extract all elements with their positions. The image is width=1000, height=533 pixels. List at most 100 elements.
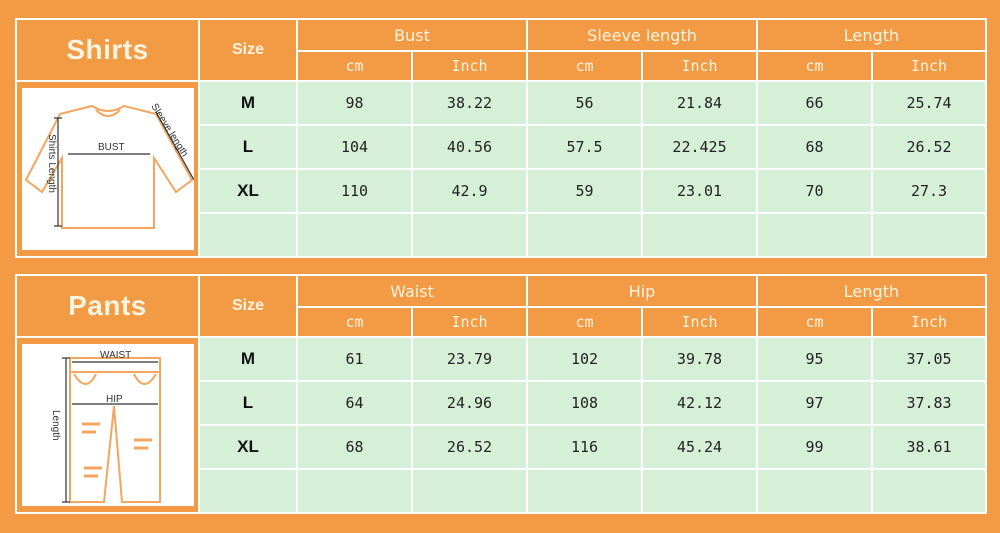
unit-header: Inch — [641, 50, 759, 82]
size-cell: XL — [198, 424, 298, 470]
data-cell — [526, 468, 643, 514]
shirts-group-length: Length — [756, 18, 988, 52]
data-cell: 26.52 — [871, 124, 988, 170]
table-row: XL 110 42.9 59 23.01 70 27.3 — [16, 168, 988, 214]
unit-header: Inch — [871, 50, 988, 82]
data-cell — [411, 468, 528, 514]
pants-diagram-cell: WAIST HIP Length — [15, 336, 200, 514]
data-cell: 21.84 — [641, 80, 759, 126]
pants-diagram: WAIST HIP Length — [21, 344, 194, 506]
pants-waist-label: WAIST — [100, 350, 131, 361]
unit-header: Inch — [410, 50, 529, 82]
data-cell: 26.52 — [411, 424, 528, 470]
data-cell: 97 — [756, 380, 874, 426]
shirt-bust-label: BUST — [98, 142, 125, 153]
pants-group-length: Length — [756, 274, 988, 308]
data-cell — [640, 468, 759, 514]
unit-header: cm — [756, 50, 874, 82]
data-cell: 110 — [296, 168, 413, 214]
size-cell: L — [198, 124, 298, 170]
data-cell — [641, 212, 759, 258]
pants-group-hip: Hip — [525, 274, 759, 308]
shirt-length-label: Shirts Length — [46, 134, 57, 193]
data-cell: 23.79 — [411, 336, 528, 382]
data-cell: 57.5 — [526, 124, 644, 170]
data-cell — [756, 468, 874, 514]
table-row: L 64 24.96 108 42.12 97 37.83 — [16, 380, 988, 426]
pants-hip-label: HIP — [106, 394, 123, 405]
data-cell: 45.24 — [640, 424, 759, 470]
data-cell: 99 — [756, 424, 874, 470]
size-cell: M — [198, 80, 298, 126]
data-cell: 70 — [756, 168, 874, 214]
data-cell: 102 — [526, 336, 643, 382]
data-cell: 61 — [296, 336, 413, 382]
unit-header: cm — [756, 306, 874, 338]
data-cell: 68 — [296, 424, 413, 470]
data-cell: 59 — [526, 168, 644, 214]
data-cell: 116 — [526, 424, 643, 470]
size-cell: L — [198, 380, 298, 426]
data-cell: 24.96 — [411, 380, 528, 426]
data-cell — [296, 468, 413, 514]
data-cell — [296, 212, 413, 258]
unit-header: cm — [296, 306, 413, 338]
data-cell: 39.78 — [640, 336, 759, 382]
table-row: XL 68 26.52 116 45.24 99 38.61 — [16, 424, 988, 470]
size-cell: M — [198, 336, 298, 382]
pants-size-header: Size — [198, 274, 298, 338]
data-cell: 95 — [756, 336, 874, 382]
table-row: L 104 40.56 57.5 22.425 68 26.52 — [16, 124, 988, 170]
data-cell: 23.01 — [641, 168, 759, 214]
pants-outline-icon: WAIST HIP Length — [50, 350, 161, 503]
data-cell: 68 — [756, 124, 874, 170]
shirt-diagram-cell: BUST Sleeve length Shirts Length — [15, 80, 200, 258]
unit-header: cm — [526, 306, 643, 338]
unit-header: cm — [296, 50, 413, 82]
shirts-size-table: Shirts Size Bust Sleeve length Length cm… — [15, 18, 988, 258]
pants-size-table: Pants Size Waist Hip Length cm Inch cm I… — [15, 274, 988, 514]
data-cell — [410, 212, 529, 258]
size-cell: XL — [198, 168, 298, 214]
table-row — [16, 212, 988, 258]
data-cell: 64 — [296, 380, 413, 426]
data-cell: 25.74 — [871, 80, 988, 126]
table-row: BUST Sleeve length Shirts Length M 98 38… — [15, 80, 988, 258]
shirt-outline-icon: BUST Sleeve length Shirts Length — [24, 102, 194, 229]
data-cell — [871, 468, 988, 514]
shirts-size-header: Size — [198, 18, 298, 82]
pants-title: Pants — [15, 274, 200, 338]
data-cell — [526, 212, 644, 258]
data-cell: 38.61 — [871, 424, 988, 470]
pants-length-label: Length — [50, 410, 61, 441]
shirts-title: Shirts — [15, 18, 200, 82]
table-row — [16, 468, 988, 514]
data-cell: 37.83 — [871, 380, 988, 426]
unit-header: Inch — [411, 306, 528, 338]
data-cell — [756, 212, 874, 258]
data-cell: 104 — [296, 124, 413, 170]
data-cell — [871, 212, 988, 258]
size-cell — [198, 468, 298, 514]
shirts-group-bust: Bust — [295, 18, 529, 52]
size-cell — [198, 212, 298, 258]
data-cell: 108 — [526, 380, 643, 426]
shirt-diagram: BUST Sleeve length Shirts Length — [21, 88, 194, 250]
data-cell: 22.425 — [641, 124, 759, 170]
unit-header: Inch — [871, 306, 988, 338]
data-cell: 38.22 — [410, 80, 529, 126]
shirts-group-sleeve: Sleeve length — [526, 18, 759, 52]
data-cell: 27.3 — [871, 168, 988, 214]
data-cell: 66 — [756, 80, 874, 126]
pants-group-waist: Waist — [296, 274, 528, 308]
unit-header: Inch — [640, 306, 759, 338]
data-cell: 42.12 — [640, 380, 759, 426]
data-cell: 42.9 — [410, 168, 529, 214]
data-cell: 37.05 — [871, 336, 988, 382]
table-row: WAIST HIP Length M 61 23.79 102 39.78 95… — [15, 336, 988, 514]
shirt-sleeve-label: Sleeve length — [148, 102, 189, 159]
data-cell: 98 — [296, 80, 413, 126]
data-cell: 40.56 — [410, 124, 529, 170]
unit-header: cm — [526, 50, 644, 82]
data-cell: 56 — [526, 80, 644, 126]
